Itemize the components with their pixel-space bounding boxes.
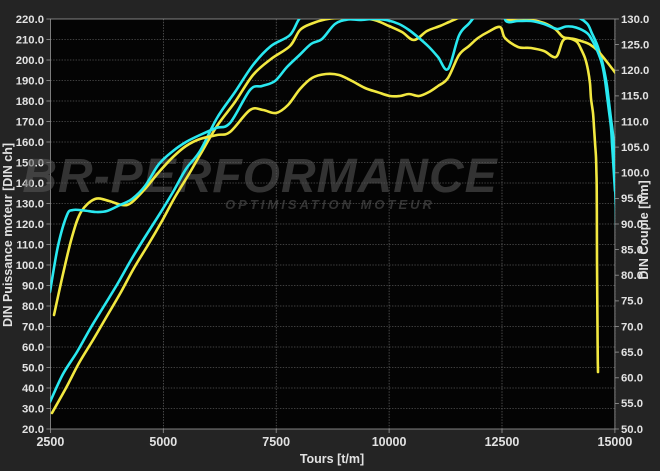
svg-text:60.0: 60.0 [22,342,44,354]
svg-text:120.0: 120.0 [16,219,44,231]
svg-text:Tours [t/m]: Tours [t/m] [300,452,364,466]
svg-text:5000: 5000 [149,435,177,449]
svg-text:60.0: 60.0 [621,373,643,385]
svg-text:80.0: 80.0 [22,301,44,313]
svg-text:105.0: 105.0 [621,142,649,154]
svg-text:75.0: 75.0 [621,296,643,308]
svg-text:70.0: 70.0 [22,321,44,333]
svg-text:110.0: 110.0 [621,116,649,128]
svg-text:40.0: 40.0 [22,383,44,395]
svg-text:160.0: 160.0 [16,137,44,149]
svg-text:220.0: 220.0 [16,14,44,26]
svg-text:7500: 7500 [262,435,290,449]
svg-text:130.0: 130.0 [621,14,649,26]
svg-text:DIN Couple [Nm]: DIN Couple [Nm] [637,180,651,279]
svg-text:2500: 2500 [36,435,64,449]
svg-text:120.0: 120.0 [621,65,649,77]
svg-text:100.0: 100.0 [621,168,649,180]
svg-text:180.0: 180.0 [16,96,44,108]
svg-text:200.0: 200.0 [16,55,44,67]
svg-text:20.0: 20.0 [22,424,44,436]
svg-text:110.0: 110.0 [16,239,44,251]
svg-text:DIN Puissance moteur [DIN ch]: DIN Puissance moteur [DIN ch] [1,143,15,327]
svg-text:115.0: 115.0 [621,91,649,103]
svg-text:50.0: 50.0 [621,424,643,436]
svg-text:210.0: 210.0 [16,34,44,46]
svg-text:65.0: 65.0 [621,347,643,359]
svg-text:30.0: 30.0 [22,403,44,415]
svg-text:15000: 15000 [598,435,633,449]
svg-text:90.0: 90.0 [22,280,44,292]
svg-text:12500: 12500 [485,435,520,449]
svg-text:55.0: 55.0 [621,398,643,410]
svg-text:125.0: 125.0 [621,39,649,51]
svg-text:50.0: 50.0 [22,362,44,374]
svg-text:OPTIMISATION MOTEUR: OPTIMISATION MOTEUR [225,197,435,212]
svg-text:100.0: 100.0 [16,260,44,272]
svg-text:190.0: 190.0 [16,75,44,87]
svg-text:BR-PERFORMANCE: BR-PERFORMANCE [22,150,498,203]
svg-text:70.0: 70.0 [621,321,643,333]
svg-text:170.0: 170.0 [16,116,44,128]
svg-text:10000: 10000 [372,435,407,449]
